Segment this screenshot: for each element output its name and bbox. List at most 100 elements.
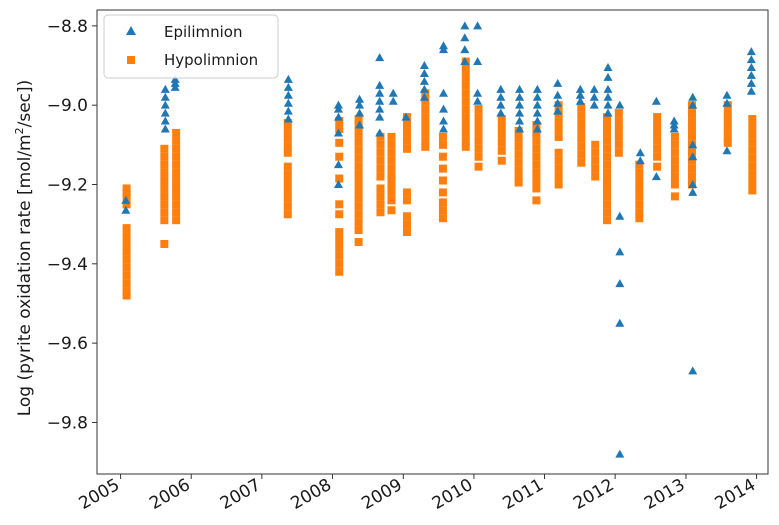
hypolimnion-point (421, 97, 430, 106)
hypolimnion-point (283, 170, 292, 179)
hypolimnion-point (438, 176, 447, 185)
epilimnion-point (515, 100, 525, 109)
epilimnion-point (473, 57, 483, 66)
epilimnion-point (603, 63, 613, 72)
y-axis-label: Log (pyrite oxidation rate [mol/m2/sec]) (13, 80, 35, 417)
hypolimnion-point (387, 188, 396, 197)
hypolimnion-point (402, 188, 411, 197)
hypolimnion-point (421, 136, 430, 145)
epilimnion-point (603, 108, 613, 117)
hypolimnion-point (670, 192, 679, 201)
hypolimnion-point (603, 128, 612, 137)
hypolimnion-point (438, 132, 447, 141)
hypolimnion-point (335, 174, 344, 183)
hypolimnion-point (687, 132, 696, 141)
epilimnion-point (375, 88, 385, 97)
hypolimnion-point (687, 148, 696, 157)
epilimnion-point (333, 112, 343, 121)
epilimnion-point (473, 21, 483, 30)
epilimnion-point (722, 98, 732, 107)
hypolimnion-point (474, 162, 483, 171)
hypolimnion-point (387, 172, 396, 181)
plot-area (121, 21, 757, 458)
epilimnion-point (375, 112, 385, 121)
hypolimnion-point (614, 124, 623, 133)
epilimnion-point (496, 100, 506, 109)
epilimnion-point (283, 90, 293, 99)
legend-marker-epilimnion (126, 26, 136, 35)
hypolimnion-point (532, 152, 541, 161)
hypolimnion-point (461, 113, 470, 122)
hypolimnion-point (438, 152, 447, 161)
epilimnion-point (170, 82, 180, 91)
y-tick-label: −8.8 (47, 17, 88, 37)
hypolimnion-point (461, 142, 470, 151)
epilimnion-point (460, 33, 470, 42)
hypolimnion-point (354, 162, 363, 171)
hypolimnion-point (591, 172, 600, 181)
plot-frame (96, 9, 769, 475)
hypolimnion-point (160, 216, 169, 225)
hypolimnion-point (748, 130, 757, 139)
hypolimnion-point (354, 202, 363, 211)
epilimnion-point (388, 88, 398, 97)
hypolimnion-point (122, 291, 131, 300)
hypolimnion-point (603, 184, 612, 193)
hypolimnion-point (670, 172, 679, 181)
hypolimnion-point (554, 117, 563, 126)
hypolimnion-point (122, 239, 131, 248)
epilimnion-point (532, 124, 542, 133)
epilimnion-point (355, 100, 365, 109)
epilimnion-point (615, 449, 625, 458)
epilimnion-point (496, 84, 506, 93)
hypolimnion-point (376, 132, 385, 141)
hypolimnion-point (335, 236, 344, 245)
hypolimnion-point (614, 117, 623, 126)
epilimnion-point (375, 96, 385, 105)
hypolimnion-point (122, 224, 131, 233)
hypolimnion-point (376, 192, 385, 201)
epilimnion-point (532, 100, 542, 109)
hypolimnion-point (387, 180, 396, 189)
epilimnion-point (375, 104, 385, 113)
hypolimnion-point (514, 134, 523, 143)
hypolimnion-point (497, 156, 506, 165)
hypolimnion-point (461, 81, 470, 90)
series-epilimnion (121, 21, 756, 458)
hypolimnion-point (603, 121, 612, 130)
hypolimnion-point (172, 136, 181, 145)
epilimnion-point (575, 90, 585, 99)
hypolimnion-point (474, 105, 483, 114)
hypolimnion-point (387, 156, 396, 165)
hypolimnion-point (577, 103, 586, 112)
legend: Epilimnion Hypolimnion (103, 14, 279, 79)
hypolimnion-point (554, 180, 563, 189)
hypolimnion-point (122, 255, 131, 264)
hypolimnion-point (283, 194, 292, 203)
epilimnion-point (283, 98, 293, 107)
hypolimnion-point (577, 134, 586, 143)
epilimnion-point (160, 100, 170, 109)
hypolimnion-point (283, 210, 292, 219)
hypolimnion-point (354, 146, 363, 155)
hypolimnion-point (438, 140, 447, 149)
epilimnion-point (496, 108, 506, 117)
hypolimnion-point (354, 178, 363, 187)
hypolimnion-point (614, 140, 623, 149)
hypolimnion-point (603, 113, 612, 122)
epilimnion-point (283, 82, 293, 91)
epilimnion-point (333, 104, 343, 113)
epilimnion-point (439, 124, 449, 133)
hypolimnion-point (687, 117, 696, 126)
hypolimnion-point (461, 121, 470, 130)
epilimnion-point (553, 98, 563, 107)
epilimnion-point (651, 172, 661, 181)
hypolimnion-point (474, 152, 483, 161)
hypolimnion-point (653, 144, 662, 153)
hypolimnion-point (653, 121, 662, 130)
epilimnion-point (746, 78, 756, 87)
epilimnion-point (575, 84, 585, 93)
epilimnion-point (355, 120, 365, 129)
hypolimnion-point (160, 192, 169, 201)
